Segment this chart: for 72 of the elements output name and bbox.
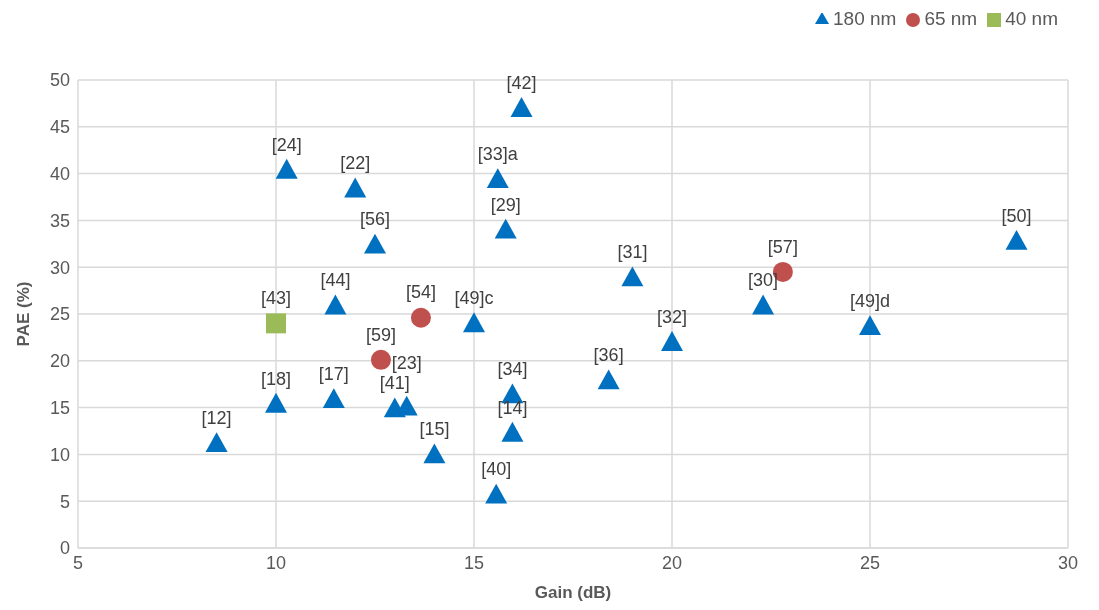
annotation: [41] <box>379 373 410 394</box>
annotation: [30] <box>748 270 779 291</box>
y-tick-label: 30 <box>49 257 70 278</box>
annotation: [17] <box>318 363 349 384</box>
x-tick-label: 5 <box>72 552 84 573</box>
y-axis-title: PAE (%) <box>14 281 34 347</box>
point <box>621 266 644 287</box>
annotation: [31] <box>617 242 648 263</box>
annotation: [49]d <box>849 290 891 311</box>
point <box>324 294 347 315</box>
point <box>859 315 881 335</box>
point <box>265 392 287 413</box>
x-tick-label: 10 <box>265 552 287 573</box>
annotation: [34] <box>497 359 528 380</box>
annotation: [49]c <box>454 288 494 309</box>
annotation: [56] <box>359 209 391 230</box>
x-tick-label: 20 <box>661 552 683 573</box>
point <box>322 388 345 408</box>
annotation: [22] <box>340 153 371 174</box>
annotation: [12] <box>201 407 232 428</box>
annotation: [36] <box>593 345 624 366</box>
annotation: [29] <box>490 194 521 215</box>
point <box>486 168 509 189</box>
x-tick-label: 25 <box>859 552 881 573</box>
y-tick-label: 0 <box>59 538 70 559</box>
point <box>597 369 620 390</box>
y-tick-label: 15 <box>49 397 70 418</box>
point <box>344 177 367 198</box>
point <box>494 218 517 239</box>
annotation: [59] <box>365 324 396 345</box>
point <box>501 421 524 442</box>
point <box>510 97 533 117</box>
legend-label: 65 nm <box>924 8 978 29</box>
y-tick-label: 40 <box>49 163 70 184</box>
annotation: [50] <box>1001 205 1032 226</box>
x-tick-label: 30 <box>1057 552 1079 573</box>
annotation: [40] <box>481 459 512 480</box>
point <box>370 349 391 370</box>
point <box>364 233 386 254</box>
y-tick-label: 45 <box>49 117 70 138</box>
annotation: [43] <box>260 288 292 309</box>
point <box>463 312 485 333</box>
point <box>423 443 446 464</box>
x-tick-label: 15 <box>463 552 485 573</box>
point <box>410 307 431 328</box>
annotation: [57] <box>767 236 798 257</box>
point <box>205 432 228 452</box>
y-tick-label: 25 <box>49 304 70 325</box>
y-tick-label: 50 <box>49 70 70 91</box>
legend-label: 180 nm <box>833 8 897 29</box>
annotation: [23] <box>391 353 422 374</box>
annotation: [15] <box>419 419 450 440</box>
point <box>275 158 298 179</box>
annotation: [18] <box>260 368 292 389</box>
annotation: [54] <box>405 282 436 303</box>
point <box>1005 229 1028 250</box>
annotation: [24] <box>271 134 302 155</box>
y-tick-label: 10 <box>49 444 70 465</box>
point <box>752 294 775 315</box>
point <box>266 313 286 334</box>
annotation: [14] <box>497 397 528 418</box>
y-tick-label: 20 <box>49 351 70 372</box>
annotation: [32] <box>656 306 688 327</box>
annotation: [44] <box>320 270 351 291</box>
y-tick-label: 5 <box>59 491 70 512</box>
annotation: [42] <box>506 72 537 93</box>
x-axis-title: Gain (dB) <box>534 583 612 602</box>
y-tick-label: 35 <box>49 210 70 231</box>
legend-label: 40 nm <box>1005 8 1058 29</box>
point <box>661 331 683 351</box>
annotation: [33]a <box>477 143 519 164</box>
point <box>485 483 508 504</box>
